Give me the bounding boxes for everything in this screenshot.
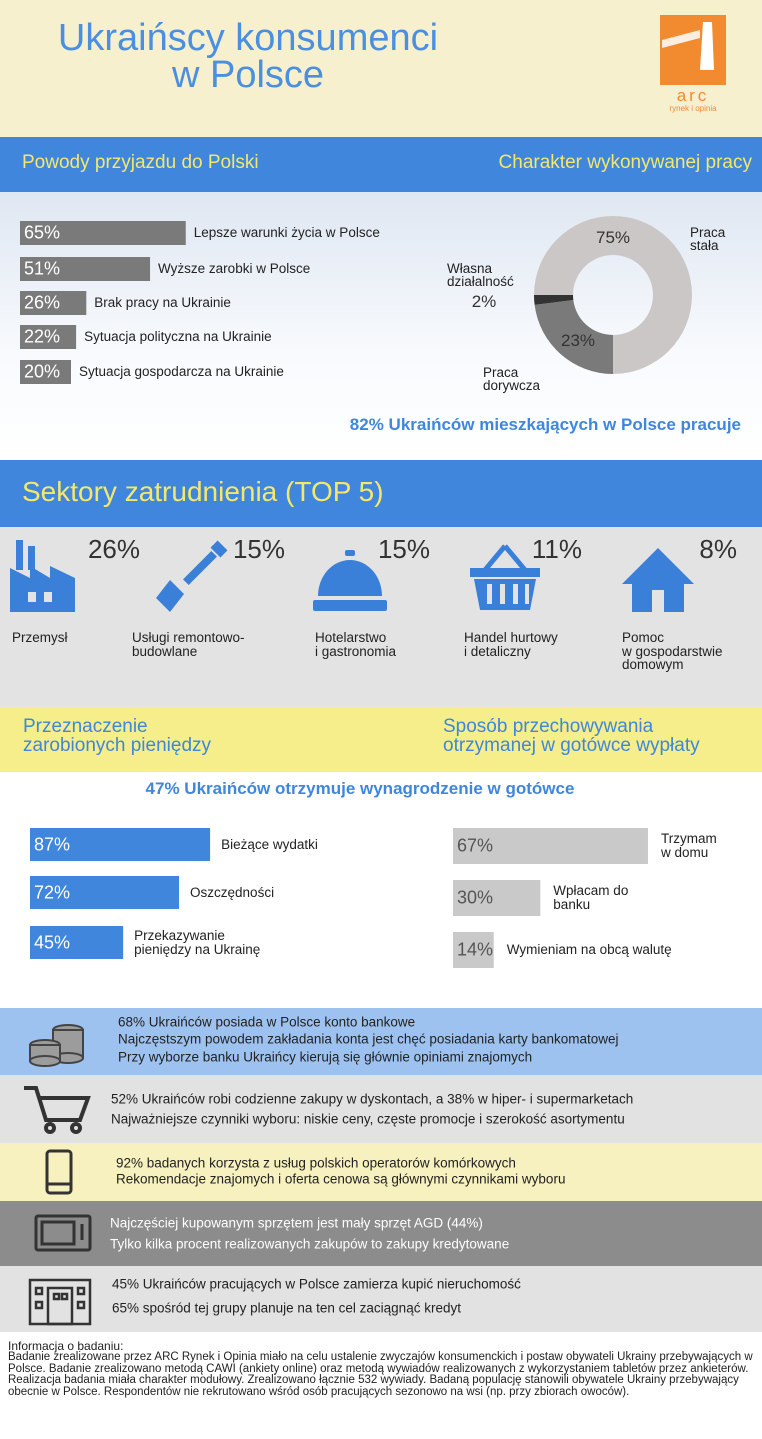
icon-microwave (34, 1214, 92, 1252)
section-title: Przeznaczenie zarobionych pieniędzy (23, 716, 212, 756)
footer-title: Informacja o badaniu: (8, 1339, 124, 1353)
category-label: Oszczędności (190, 884, 275, 900)
bar (20, 325, 77, 349)
fact-bg (0, 1075, 762, 1143)
value-label: 87% (34, 834, 71, 854)
icon-phone (45, 1149, 73, 1195)
sector-value: 11% (531, 534, 582, 564)
icon-house (622, 548, 694, 612)
value-label: 26% (24, 292, 61, 313)
category-label: Własna działalność (447, 261, 514, 289)
title: Ukraińscy konsumenci w Polsce (57, 17, 439, 96)
fact-bg (0, 1266, 762, 1332)
value-label: 45% (34, 932, 71, 952)
fact-bg (0, 1201, 762, 1266)
fact-text: Najczęstszym powodem zakładania konta je… (118, 1031, 619, 1047)
logo-mark (660, 15, 726, 85)
sector-label: Pomoc w gospodarstwie domowym (622, 630, 723, 672)
bar (30, 828, 211, 861)
pie-slice (534, 216, 692, 374)
fact-text: 92% badanych korzysta z usług polskich o… (116, 1155, 516, 1171)
bar (453, 880, 541, 916)
sector-label: Hotelarstwo i gastronomia (315, 630, 397, 659)
sector-label: Przemysł (12, 630, 68, 645)
value-label: 2% (471, 292, 497, 311)
band (0, 707, 762, 772)
bar (20, 291, 87, 315)
fact-text: Najczęściej kupowanym sprzętem jest mały… (110, 1215, 483, 1231)
value-label: 67% (457, 835, 494, 856)
sector-value: 15% (232, 534, 285, 564)
bar (20, 221, 186, 245)
section-title: Sposób przechowywania otrzymanej w gotów… (443, 716, 700, 756)
fact-bg (0, 1008, 762, 1075)
sector-value: 8% (699, 534, 737, 564)
value-label: 23% (560, 331, 596, 350)
value-label: 30% (457, 887, 494, 908)
bar (30, 876, 180, 909)
icon-basket (470, 544, 540, 610)
category-label: Przekazywanie pieniędzy na Ukrainę (134, 927, 261, 957)
section-title: Sektory zatrudnienia (TOP 5) (22, 476, 384, 507)
fact-text: Najważniejsze czynniki wyboru: niskie ce… (111, 1111, 625, 1127)
note: 47% Ukraińców otrzymuje wynagrodzenie w … (145, 779, 575, 798)
category-label: Lepsze warunki życia w Polsce (193, 225, 380, 240)
value-label: 51% (24, 258, 61, 279)
value-label: 75% (595, 228, 631, 247)
fact-text: Przy wyborze banku Ukraińcy kierują się … (118, 1049, 533, 1065)
category-label: Trzymam w domu (660, 831, 717, 860)
fact-text: Tylko kilka procent realizowanych zakupó… (110, 1236, 510, 1252)
logo-tagline: rynek i opinia (669, 104, 717, 113)
note: 82% Ukraińców mieszkających w Polsce pra… (349, 415, 741, 434)
icon-building (28, 1278, 92, 1326)
category-label: Sytuacja polityczna na Ukrainie (84, 329, 272, 344)
category-label: Wymieniam na obcą walutę (506, 942, 672, 957)
fact-text: Rekomendacje znajomych i oferta cenowa s… (116, 1171, 566, 1187)
category-label: Sytuacja gospodarcza na Ukrainie (79, 364, 284, 379)
icon-coins (29, 1024, 84, 1067)
icon-cart (24, 1086, 91, 1134)
pie-slice (534, 295, 574, 305)
category-label: Praca stała (690, 225, 726, 253)
sector-label: Handel hurtowy i detaliczny (464, 630, 558, 659)
section-title: Powody przyjazdu do Polski (22, 152, 259, 173)
category-label: Brak pracy na Ukrainie (94, 295, 231, 310)
fact-text: 52% Ukraińców robi codzienne zakupy w dy… (111, 1091, 634, 1107)
category-label: Wyższe zarobki w Polsce (158, 261, 311, 276)
sector-value: 26% (87, 534, 140, 564)
section-bg (0, 527, 762, 707)
fact-bg (0, 1143, 762, 1201)
band (0, 460, 762, 527)
pie-slice (534, 300, 613, 374)
category-label: Wpłacam do banku (553, 883, 629, 912)
value-label: 20% (24, 361, 61, 382)
bar (20, 360, 71, 384)
footer-text: Badanie zrealizowane przez ARC Rynek i O… (8, 1351, 753, 1398)
category-label: Praca dorywcza (483, 365, 541, 393)
value-label: 72% (34, 882, 71, 902)
logo-text: arc (676, 86, 710, 105)
category-label: Bieżące wydatki (221, 836, 318, 852)
icon-bell (313, 550, 387, 611)
icon-brush (156, 540, 228, 612)
fact-text: 45% Ukraińców pracujących w Polsce zamie… (112, 1276, 521, 1292)
sector-value: 15% (377, 534, 430, 564)
value-label: 14% (457, 939, 494, 960)
header-bg (0, 0, 762, 137)
bar (453, 828, 648, 864)
fact-text: 65% spośród tej grupy planuje na ten cel… (112, 1300, 461, 1316)
bar (20, 257, 151, 281)
section-title: Charakter wykonywanej pracy (498, 152, 752, 173)
value-label: 65% (24, 222, 61, 243)
band (0, 137, 762, 192)
value-label: 22% (24, 326, 61, 347)
bar (30, 926, 124, 959)
sector-label: Usługi remontowo- budowlane (132, 630, 245, 659)
icon-factory (10, 540, 75, 612)
bar (453, 932, 494, 968)
fact-text: 68% Ukraińców posiada w Polsce konto ban… (118, 1014, 416, 1030)
